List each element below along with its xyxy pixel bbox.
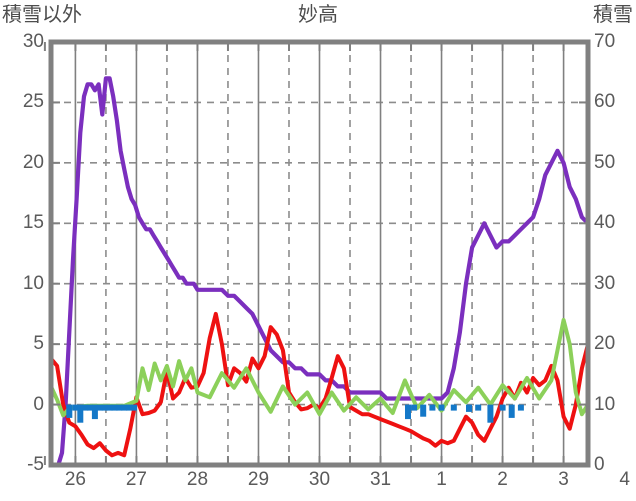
- right-tick-label: 0: [594, 454, 605, 475]
- x-tick-label: 29: [247, 469, 270, 490]
- x-tick-label: 27: [125, 469, 147, 490]
- series-layer: [51, 76, 588, 465]
- left-axis-title: 積雪以外: [2, 2, 82, 26]
- x-tick-label: 3: [558, 469, 569, 490]
- x-tick-label: 31: [369, 469, 392, 490]
- x-tick-label: 4: [619, 469, 630, 490]
- right-tick-label: 20: [594, 333, 616, 355]
- right-tick-label: 70: [594, 31, 616, 52]
- right-tick-label: 60: [594, 91, 616, 113]
- right-tick-label: 30: [594, 272, 616, 294]
- left-tick-label: 30: [22, 31, 44, 52]
- x-tick-label: 2: [497, 469, 508, 490]
- right-tick-label: 40: [594, 212, 616, 234]
- x-tick-label: 26: [64, 469, 86, 490]
- x-tick-label: 1: [436, 469, 447, 490]
- axis-ticks: [43, 42, 588, 465]
- left-tick-label: 25: [22, 91, 44, 113]
- right-tick-label: 50: [594, 151, 616, 173]
- left-tick-label: 15: [22, 212, 44, 234]
- chart-title: 妙高: [298, 2, 338, 26]
- x-tick-label: 30: [308, 469, 331, 490]
- left-tick-label: 5: [33, 333, 44, 355]
- right-axis-title: 積雪: [593, 2, 633, 26]
- left-tick-label: -5: [27, 454, 44, 475]
- left-tick-label: 10: [22, 272, 44, 294]
- left-tick-label: 20: [22, 151, 44, 173]
- right-tick-label: 10: [594, 393, 616, 415]
- x-tick-label: 28: [186, 469, 209, 490]
- left-tick-label: 0: [33, 393, 44, 415]
